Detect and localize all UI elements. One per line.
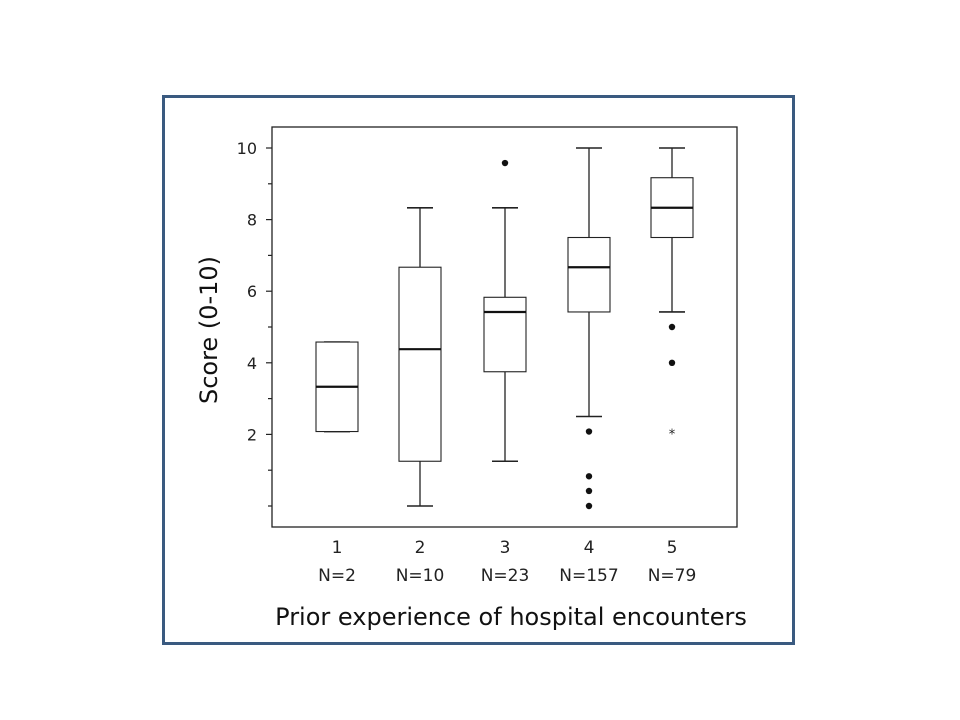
outlier-point bbox=[668, 359, 676, 366]
box-4 bbox=[567, 147, 611, 510]
box-iqr bbox=[567, 236, 611, 313]
boxes-group: * bbox=[315, 147, 694, 510]
box-5: * bbox=[650, 147, 694, 443]
x-axis-title: Prior experience of hospital encounters bbox=[275, 603, 747, 631]
outlier-point bbox=[668, 323, 676, 331]
x-category-label: 2 bbox=[415, 538, 426, 558]
outlier-point bbox=[501, 159, 509, 167]
y-tick-label: 8 bbox=[247, 211, 257, 230]
box-1 bbox=[315, 341, 359, 433]
outlier-point bbox=[585, 428, 593, 435]
y-tick-label: 10 bbox=[237, 139, 257, 158]
x-category-label: 5 bbox=[667, 538, 678, 558]
outlier-point bbox=[585, 502, 593, 510]
y-axis-title: Score (0-10) bbox=[195, 256, 223, 404]
x-category-label: 3 bbox=[500, 538, 511, 558]
extreme-point: * bbox=[669, 428, 676, 443]
x-n-label: N=2 bbox=[318, 566, 356, 586]
y-tick-label: 2 bbox=[247, 425, 257, 444]
box-2 bbox=[398, 206, 442, 507]
x-n-label: N=10 bbox=[396, 566, 445, 586]
box-iqr bbox=[398, 266, 442, 462]
x-category-label: 4 bbox=[584, 538, 595, 558]
outlier-point bbox=[585, 473, 593, 480]
x-category-label: 1 bbox=[332, 538, 343, 558]
x-n-label: N=79 bbox=[648, 566, 697, 586]
x-n-label: N=23 bbox=[481, 566, 530, 586]
x-n-label: N=157 bbox=[559, 566, 618, 586]
y-axis: 2 4 6 8 10 bbox=[237, 139, 272, 507]
box-3 bbox=[483, 159, 527, 463]
box-iqr bbox=[483, 296, 527, 373]
y-tick-label: 6 bbox=[247, 282, 257, 301]
outlier-point bbox=[585, 487, 593, 495]
y-tick-label: 4 bbox=[247, 354, 257, 373]
x-axis-labels: 1 N=2 2 N=10 3 N=23 4 N=157 5 N=79 bbox=[318, 538, 696, 586]
